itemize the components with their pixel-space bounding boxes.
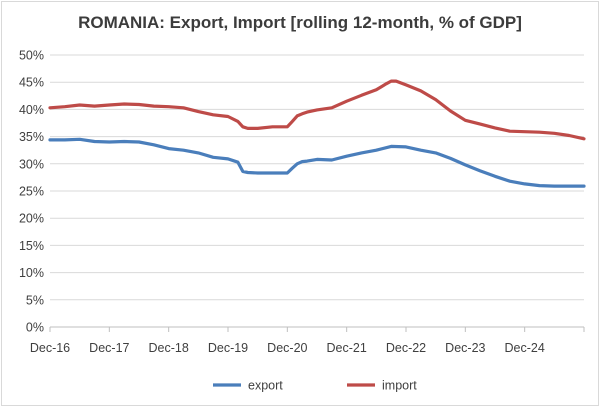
y-tick-label: 10% [19, 266, 44, 280]
gridlines [50, 54, 584, 328]
x-tick-label: Dec-19 [208, 341, 248, 355]
x-tick-label: Dec-20 [267, 341, 307, 355]
x-tick-label: Dec-24 [505, 341, 545, 355]
legend: export import [213, 379, 417, 393]
x-tick-label: Dec-23 [445, 341, 485, 355]
y-tick-label: 25% [19, 185, 44, 199]
x-tick-label: Dec-21 [327, 341, 367, 355]
legend-label-export: export [248, 379, 283, 393]
chart-title: ROMANIA: Export, Import [rolling 12-mont… [78, 13, 522, 32]
y-tick-label: 20% [19, 212, 44, 226]
y-tick-label: 15% [19, 239, 44, 253]
y-tick-label: 45% [19, 76, 44, 90]
x-tick-label: Dec-18 [149, 341, 189, 355]
y-tick-label: 5% [26, 293, 44, 307]
y-tick-label: 35% [19, 130, 44, 144]
y-tick-label: 40% [19, 103, 44, 117]
series-line-import [48, 79, 586, 141]
x-tick-label: Dec-17 [89, 341, 129, 355]
y-axis-ticks: 0% 5% 10% 15% 20% 25% 30% 35% 40% 45% 50% [19, 49, 44, 335]
y-tick-label: 30% [19, 157, 44, 171]
y-tick-label: 50% [19, 49, 44, 63]
y-tick-label: 0% [26, 321, 44, 335]
x-axis-ticks: Dec-16 Dec-17 Dec-18 Dec-19 Dec-20 Dec-21 Dec-… [30, 327, 585, 355]
x-tick-label: Dec-22 [386, 341, 426, 355]
legend-label-import: import [382, 379, 417, 393]
x-tick-label: Dec-16 [30, 341, 70, 355]
series-line-export [48, 137, 586, 188]
series-lines [48, 79, 586, 188]
